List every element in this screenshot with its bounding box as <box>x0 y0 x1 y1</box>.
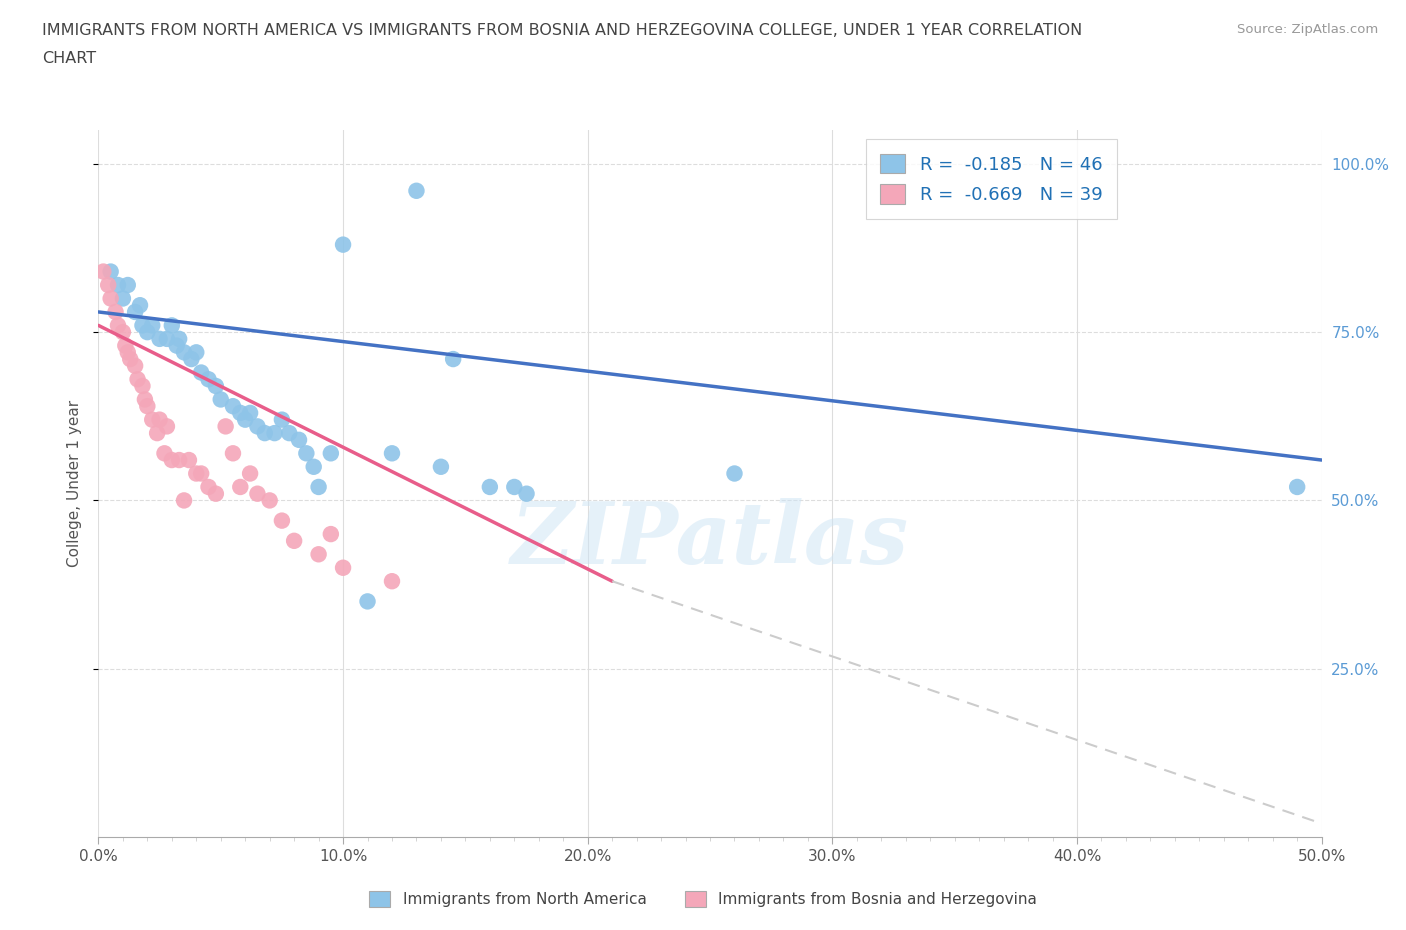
Point <box>180 352 202 366</box>
Point <box>229 480 252 495</box>
Point <box>149 412 172 427</box>
Point <box>190 466 212 481</box>
Point <box>124 304 146 319</box>
Point <box>283 534 305 549</box>
Point <box>160 453 183 468</box>
Point <box>319 445 342 460</box>
Point <box>127 372 149 387</box>
Point <box>190 365 212 380</box>
Point <box>111 291 134 306</box>
Point <box>167 453 190 468</box>
Point <box>177 453 200 468</box>
Point <box>259 493 281 508</box>
Legend: Immigrants from North America, Immigrants from Bosnia and Herzegovina: Immigrants from North America, Immigrant… <box>363 884 1043 913</box>
Point <box>246 418 269 433</box>
Point <box>332 237 354 252</box>
Point <box>124 358 146 373</box>
Point <box>288 432 311 447</box>
Point <box>131 379 153 393</box>
Point <box>270 513 294 528</box>
Point <box>197 372 219 387</box>
Point <box>197 480 219 495</box>
Point <box>239 466 262 481</box>
Point <box>723 466 745 481</box>
Text: ZIPatlas: ZIPatlas <box>510 498 910 582</box>
Point <box>209 392 232 407</box>
Point <box>205 486 228 501</box>
Point <box>270 412 294 427</box>
Point <box>153 445 176 460</box>
Point <box>117 277 139 292</box>
Point <box>308 547 330 562</box>
Point <box>156 331 179 346</box>
Point <box>107 277 129 292</box>
Point <box>104 304 127 319</box>
Point <box>131 318 153 333</box>
Point <box>117 345 139 360</box>
Point <box>136 325 159 339</box>
Point <box>141 412 163 427</box>
Point <box>356 594 378 609</box>
Point <box>166 339 188 353</box>
Legend: R =  -0.185   N = 46, R =  -0.669   N = 39: R = -0.185 N = 46, R = -0.669 N = 39 <box>866 140 1116 219</box>
Point <box>91 264 114 279</box>
Point <box>503 480 526 495</box>
Point <box>111 325 134 339</box>
Point <box>149 331 172 346</box>
Point <box>278 426 301 441</box>
Point <box>246 486 269 501</box>
Point <box>205 379 228 393</box>
Point <box>167 331 190 346</box>
Text: IMMIGRANTS FROM NORTH AMERICA VS IMMIGRANTS FROM BOSNIA AND HERZEGOVINA COLLEGE,: IMMIGRANTS FROM NORTH AMERICA VS IMMIGRA… <box>42 23 1083 38</box>
Point <box>186 466 208 481</box>
Point <box>308 480 330 495</box>
Point <box>186 345 208 360</box>
Point <box>295 445 318 460</box>
Point <box>146 426 169 441</box>
Point <box>120 352 142 366</box>
Point <box>160 318 183 333</box>
Point <box>107 318 129 333</box>
Point <box>405 183 427 198</box>
Point <box>222 399 245 414</box>
Point <box>1286 480 1309 495</box>
Point <box>129 298 152 312</box>
Point <box>515 486 537 501</box>
Point <box>253 426 276 441</box>
Point <box>134 392 156 407</box>
Point <box>156 418 179 433</box>
Point <box>381 574 404 589</box>
Point <box>478 480 501 495</box>
Point <box>214 418 236 433</box>
Point <box>430 459 453 474</box>
Point <box>136 399 159 414</box>
Point <box>229 405 252 420</box>
Point <box>263 426 285 441</box>
Point <box>141 318 163 333</box>
Point <box>319 526 342 541</box>
Point <box>100 264 122 279</box>
Point <box>332 560 354 575</box>
Point <box>302 459 325 474</box>
Point <box>239 405 262 420</box>
Point <box>233 412 256 427</box>
Text: Source: ZipAtlas.com: Source: ZipAtlas.com <box>1237 23 1378 36</box>
Text: CHART: CHART <box>42 51 96 66</box>
Point <box>381 445 404 460</box>
Point <box>173 493 195 508</box>
Point <box>97 277 120 292</box>
Point <box>114 339 136 353</box>
Point <box>173 345 195 360</box>
Point <box>222 445 245 460</box>
Point <box>441 352 464 366</box>
Y-axis label: College, Under 1 year: College, Under 1 year <box>67 400 83 567</box>
Point <box>100 291 122 306</box>
